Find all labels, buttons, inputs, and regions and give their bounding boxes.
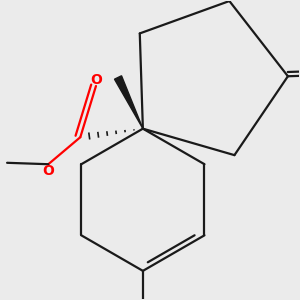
Text: O: O (90, 73, 102, 87)
Text: O: O (42, 164, 54, 178)
Polygon shape (115, 76, 143, 129)
